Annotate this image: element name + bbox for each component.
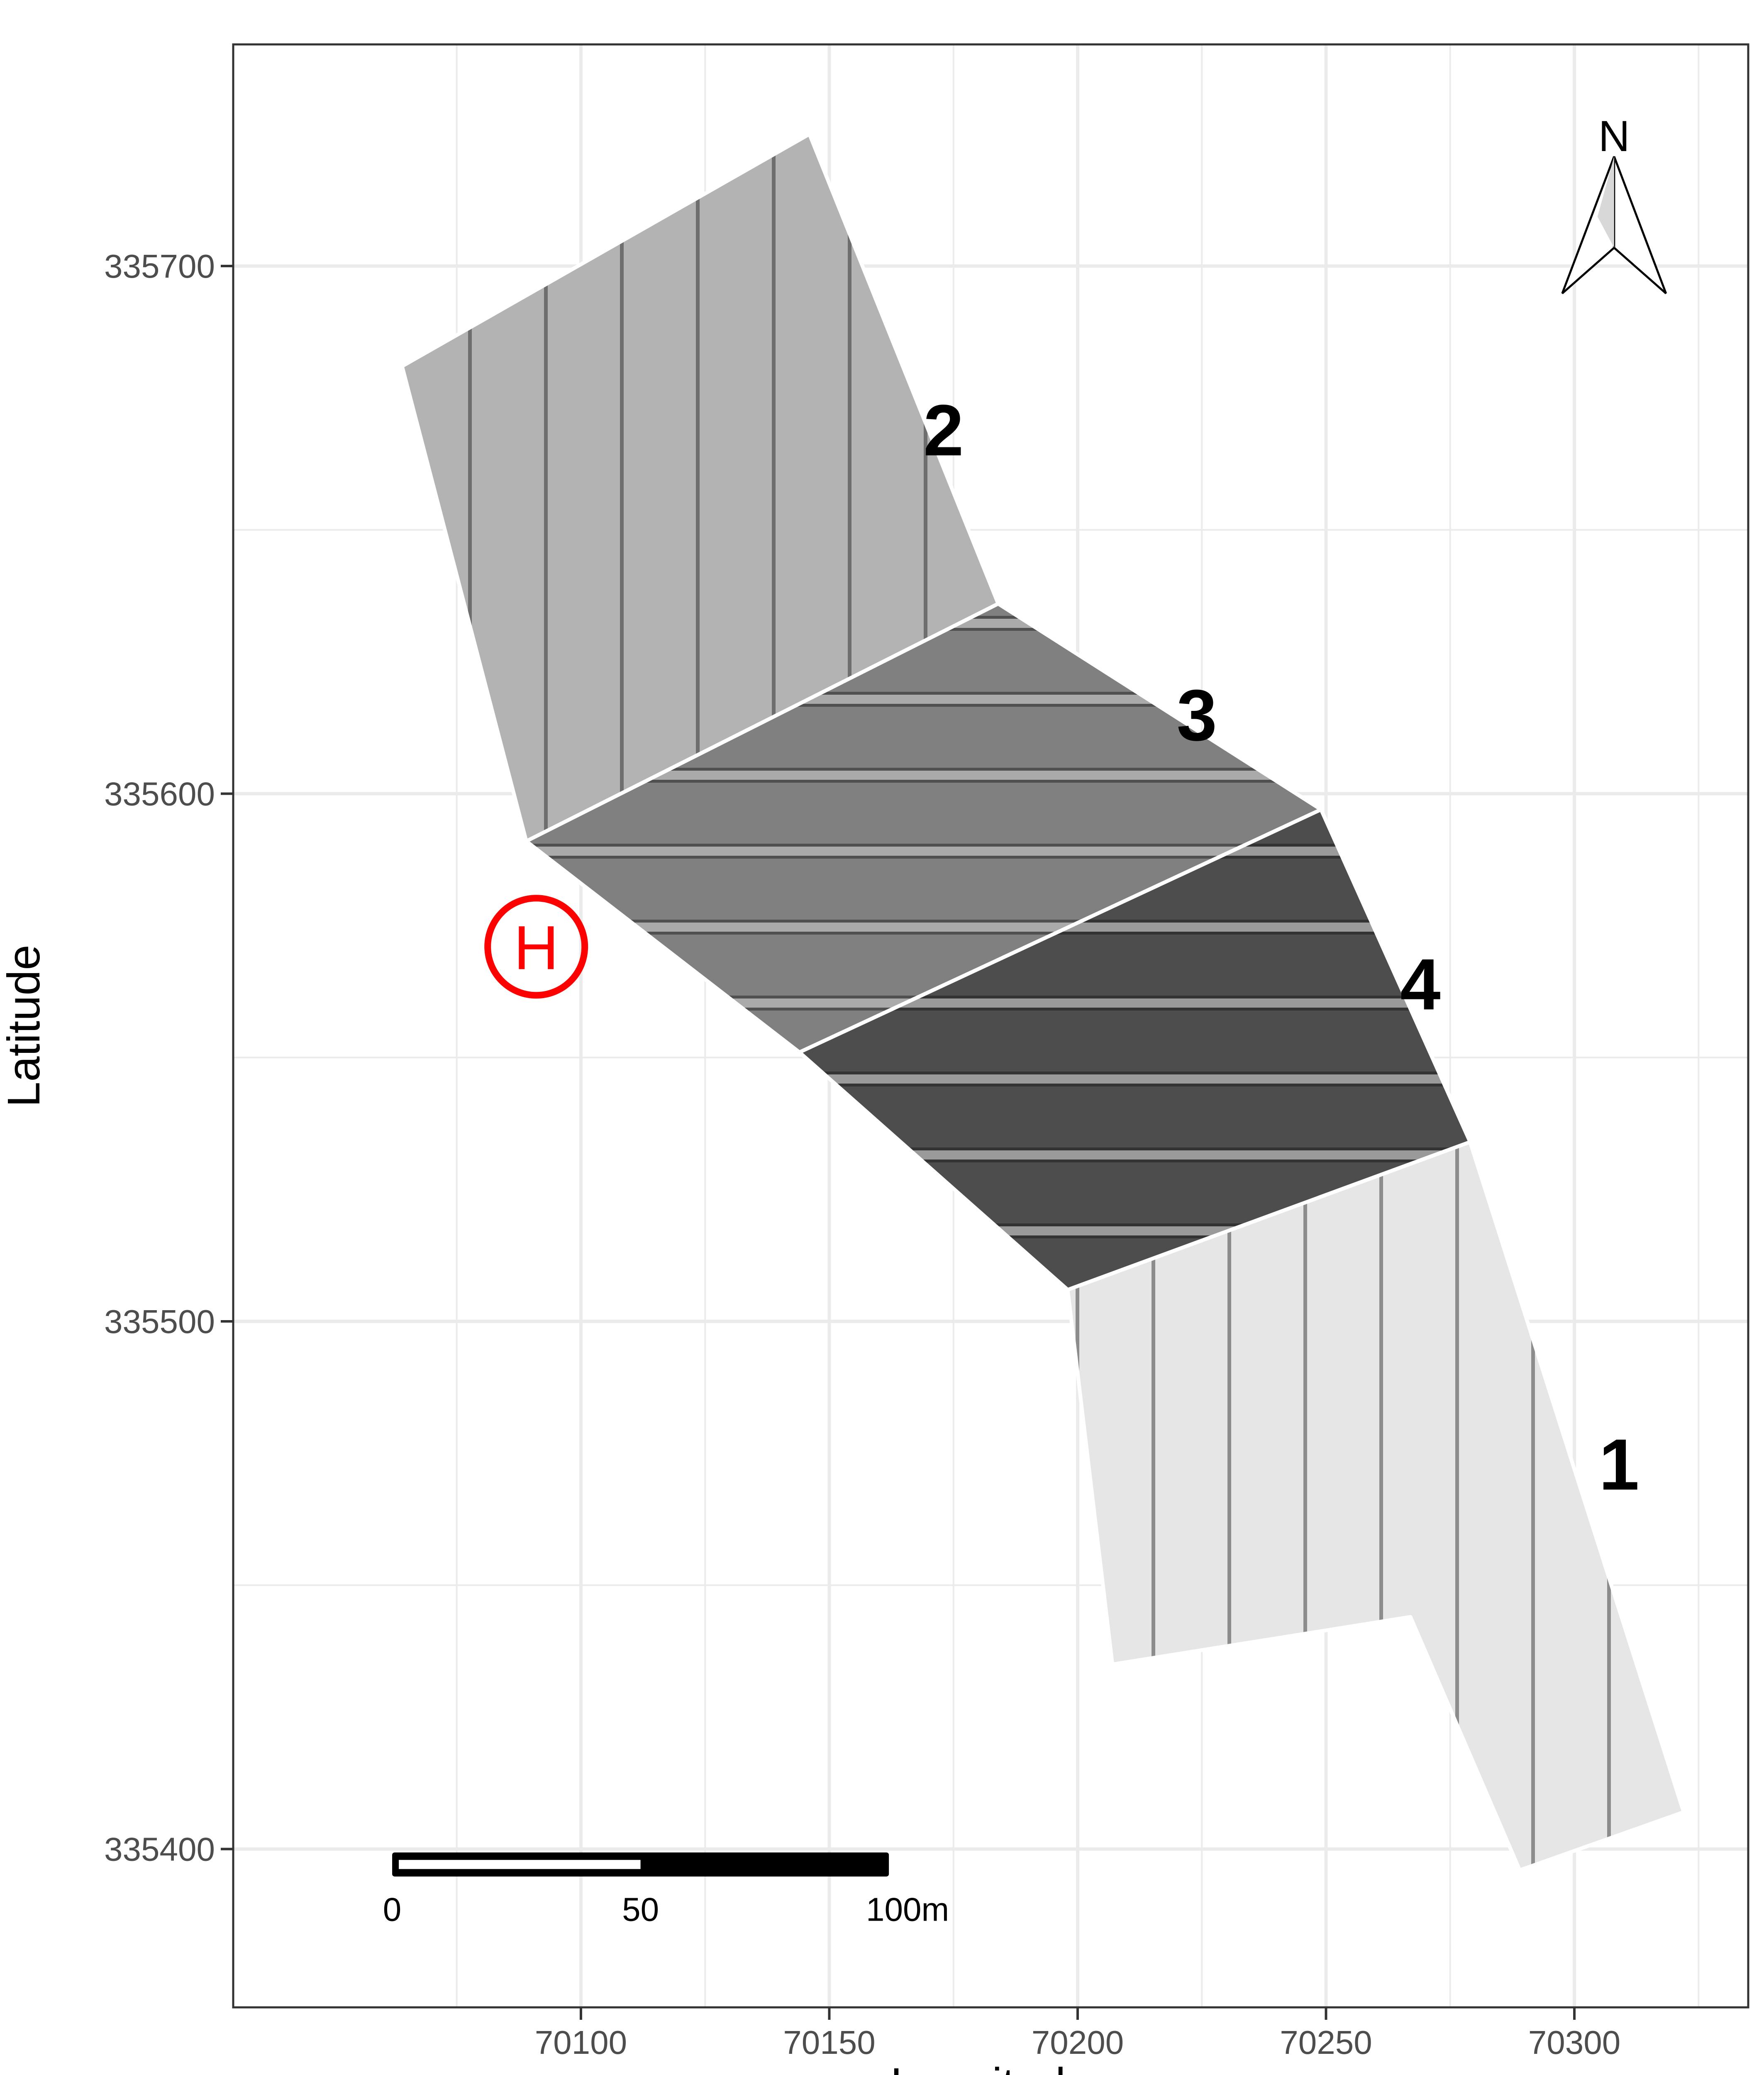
parcel-label-layer: 1 2 3 4	[923, 390, 1639, 1505]
scale-label-50: 50	[622, 1891, 659, 1928]
y-tick-label: 335600	[104, 776, 215, 813]
axis-ticks: 70100 70150 70200 70250 70300 335400 335500 335…	[104, 248, 1620, 2061]
north-arrow-shading	[1597, 156, 1614, 248]
scale-bar-white-segment	[399, 1860, 641, 1869]
x-tick-label: 70250	[1280, 2024, 1372, 2061]
y-axis-title: Latitude	[0, 945, 49, 1107]
x-tick-label: 70100	[535, 2024, 627, 2061]
parcel-4	[798, 808, 1472, 1292]
y-tick-label: 335500	[104, 1303, 215, 1340]
parcel-label-3: 3	[1177, 675, 1217, 756]
north-arrow: N	[1561, 112, 1667, 294]
panel-border	[232, 43, 1749, 2009]
parcel-layer	[400, 132, 1686, 1872]
parcel-label-4: 4	[1400, 944, 1440, 1025]
marker-circle	[484, 895, 588, 999]
h-marker: H	[484, 895, 588, 999]
marker-letter: H	[514, 913, 559, 982]
scale-label-100m: 100m	[866, 1891, 949, 1928]
parcel-label-1: 1	[1599, 1424, 1639, 1505]
x-axis-title: Longitude	[891, 2059, 1091, 2075]
parcel-label-2: 2	[923, 390, 964, 471]
north-arrow-label: N	[1598, 112, 1630, 161]
y-tick-label: 335700	[104, 248, 215, 285]
x-tick-label: 70200	[1032, 2024, 1124, 2061]
x-tick-label: 70300	[1528, 2024, 1620, 2061]
x-tick-label: 70150	[783, 2024, 875, 2061]
scale-label-0: 0	[383, 1891, 402, 1928]
scale-bar: 0 50 100m	[383, 1852, 949, 1928]
y-tick-label: 335400	[104, 1831, 215, 1868]
